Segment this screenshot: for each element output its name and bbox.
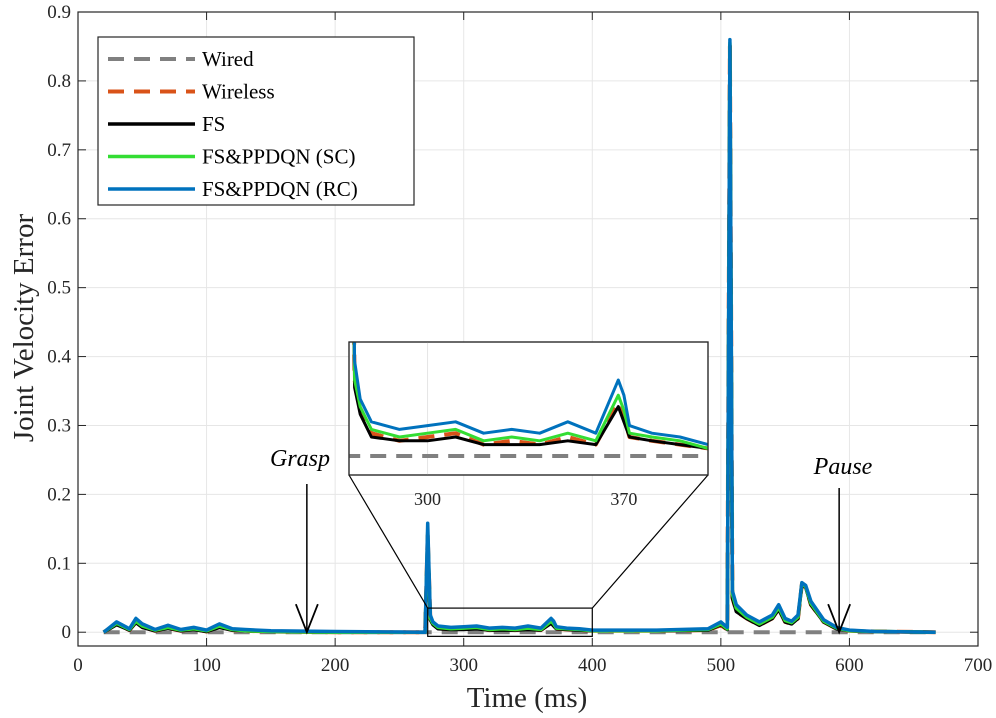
series-line-5	[102, 37, 936, 634]
series-lines	[102, 37, 936, 635]
x-tick-label: 400	[578, 655, 607, 676]
inset-tick-label: 300	[414, 489, 441, 509]
zoom-region-box	[427, 607, 593, 637]
grasp-arrow-head	[295, 603, 319, 635]
x-tick-label: 100	[192, 655, 221, 676]
inset-tick-label: 370	[610, 489, 637, 509]
y-tick-label: 0.8	[47, 71, 71, 92]
x-tick-label: 500	[707, 655, 736, 676]
legend-label: Wireless	[202, 80, 275, 104]
y-tick-label: 0.5	[47, 278, 71, 299]
y-tick-label: 0.2	[47, 484, 71, 505]
legend-box	[97, 36, 415, 206]
inset-series	[349, 342, 708, 458]
legend-label: FS&PPDQN (RC)	[202, 177, 358, 201]
y-tick-label: 0	[62, 622, 72, 643]
axes	[77, 11, 979, 647]
legend-label: FS&PPDQN (SC)	[202, 145, 355, 169]
x-tick-label: 300	[449, 655, 478, 676]
legend-label: FS	[202, 112, 225, 136]
y-tick-label: 0.6	[47, 209, 71, 230]
y-tick-label: 0.3	[47, 415, 71, 436]
zoom-connector-right	[591, 474, 709, 609]
tick-labels: 0 100 200 300 400 500 600 700 0 0.1 0.2 0.3 0.4 0.5 0.…	[47, 2, 992, 676]
inset-frame-top	[348, 341, 709, 476]
legend: Wired Wireless FS FS&PPDQN (SC) FS&PPDQN (RC…	[97, 36, 415, 206]
x-tick-label: 200	[321, 655, 350, 676]
y-tick-label: 0.7	[47, 140, 71, 161]
x-axis-label: Time (ms)	[467, 682, 588, 714]
y-tick-label: 0.1	[47, 553, 71, 574]
y-tick-label: 0.4	[47, 347, 71, 368]
inset-series-line-4	[352, 342, 708, 450]
pause-arrow-head	[827, 603, 851, 635]
inset-series-line-3	[352, 342, 708, 450]
inset-zoom: 300 370	[348, 341, 709, 637]
plot-frame	[77, 11, 979, 647]
x-tick-label: 600	[835, 655, 864, 676]
y-axis-label: Joint Velocity Error	[8, 214, 40, 443]
annotation-pause: Pause	[813, 454, 873, 480]
annotations: Grasp Pause	[270, 446, 873, 635]
legend-label: Wired	[202, 47, 254, 71]
inset-series-line-5	[352, 342, 708, 447]
x-tick-label: 0	[73, 655, 83, 676]
annotation-grasp: Grasp	[270, 446, 330, 472]
zoom-connector-left	[348, 474, 429, 609]
inset-frame	[348, 341, 709, 476]
x-tick-label: 700	[964, 655, 993, 676]
y-tick-label: 0.9	[47, 2, 71, 23]
